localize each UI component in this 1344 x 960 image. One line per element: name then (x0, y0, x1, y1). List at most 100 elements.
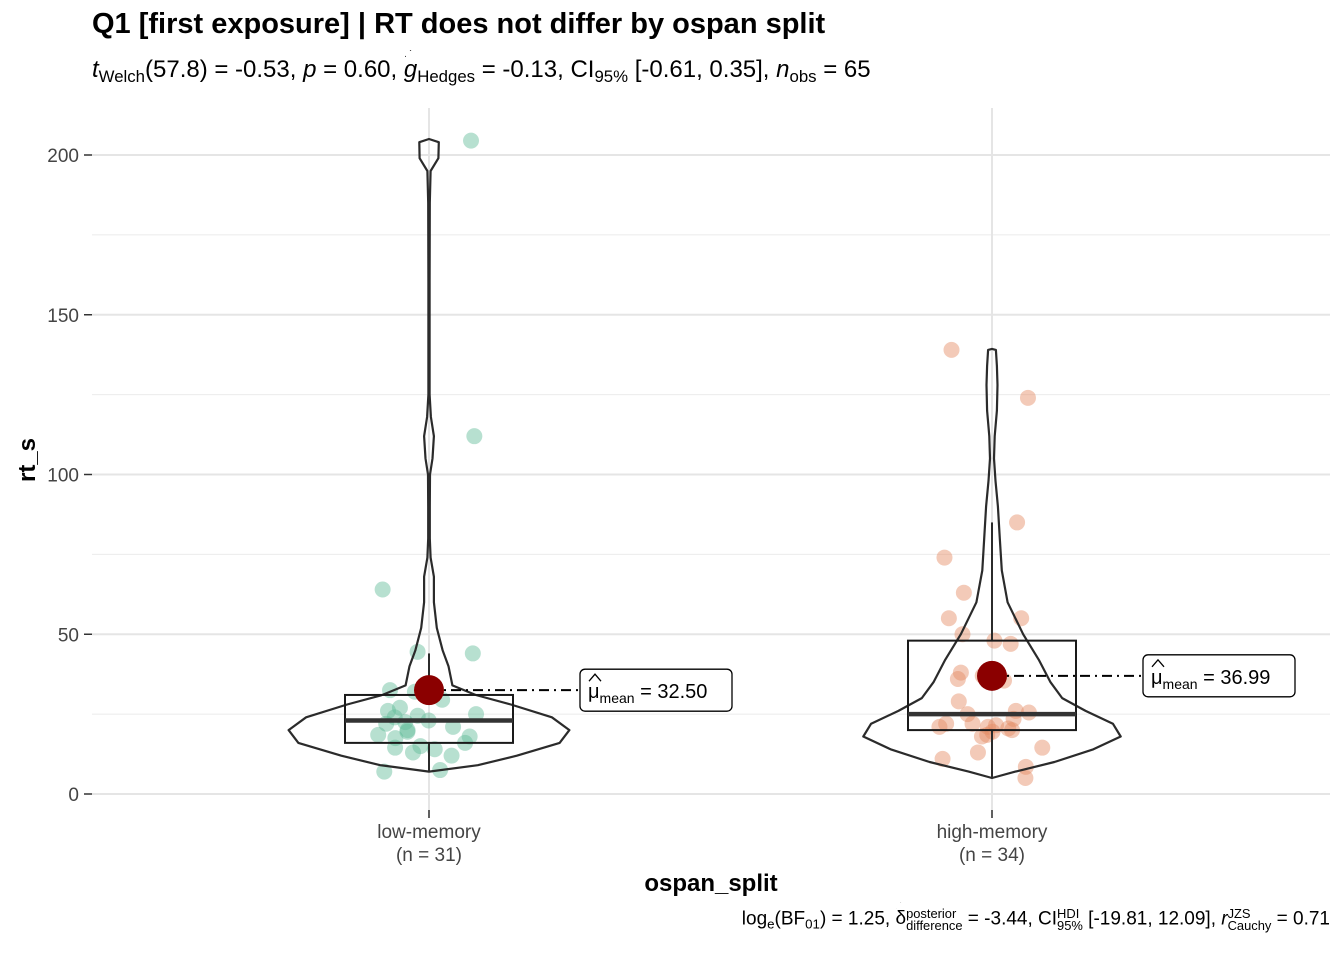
chart-caption: loge(BF01) = 1.25, δ posterior difference … (741, 906, 1330, 934)
chart-title: Q1 [first exposure] | RT does not differ… (92, 8, 826, 40)
data-point (466, 428, 483, 445)
hedges-g-subscript: Hedges (417, 67, 476, 87)
hdi-ci-subscript: 95% (1057, 918, 1083, 934)
data-point (964, 715, 981, 732)
hdi-ci-name: CI (1038, 908, 1058, 930)
data-point (1034, 739, 1051, 756)
violin-outline (287, 137, 571, 773)
x-tick-n-label: (n = 34) (959, 845, 1025, 866)
data-point (940, 610, 957, 627)
y-tick-label: 200 (47, 146, 79, 167)
y-tick-label: 100 (47, 466, 79, 487)
data-point (952, 664, 969, 681)
r-scripts: JZS Cauchy (1227, 906, 1272, 934)
data-point (391, 699, 408, 716)
data-point (969, 744, 986, 761)
data-point (399, 722, 416, 739)
p-value-name: p (303, 56, 317, 83)
ci-subscript: 95% (594, 67, 629, 87)
box (907, 639, 1077, 732)
n-obs-name: n (776, 56, 790, 83)
mean-label-hat (1151, 658, 1165, 668)
data-point (464, 645, 481, 662)
r-subscript: Cauchy (1227, 918, 1272, 934)
data-point (468, 706, 485, 723)
data-point (370, 726, 387, 743)
delta-scripts: posterior difference (906, 906, 963, 934)
y-tick-label: 50 (58, 625, 79, 646)
bf-value: ) = 1.25, (819, 908, 896, 930)
violin-outline (862, 347, 1122, 780)
data-point (374, 581, 391, 598)
x-tick-label: high-memory (937, 822, 1048, 843)
x-tick-label: low-memory (377, 822, 481, 843)
hedges-g-name: g (403, 56, 418, 83)
delta-subscript: difference (906, 918, 963, 934)
mean-point (977, 660, 1007, 691)
data-point (399, 723, 416, 740)
bf-prefix: log (741, 908, 768, 930)
mean-point (414, 675, 444, 706)
data-point (1000, 720, 1017, 737)
data-point (376, 763, 393, 780)
bf-log-base: e (767, 916, 775, 932)
data-point (934, 750, 951, 767)
ci-name: CI (570, 56, 595, 83)
data-point (950, 693, 967, 710)
delta-superscript: posterior (906, 906, 957, 921)
bf-open: (BF (774, 908, 806, 930)
n-obs-subscript: obs (789, 67, 817, 87)
data-point (426, 741, 443, 758)
data-point (461, 728, 478, 745)
data-point (949, 670, 966, 687)
bf-subscript: 01 (805, 916, 820, 932)
r-superscript: JZS (1227, 906, 1251, 921)
t-stat-value: (57.8) = -0.53, (145, 56, 304, 83)
mean-label-mu: μ (588, 681, 600, 703)
data-point (445, 718, 462, 735)
x-axis-title: ospan_split (644, 870, 777, 897)
t-stat-subscript: Welch (98, 67, 145, 87)
mean-label-value: = 32.50 (635, 681, 708, 703)
mean-label-mu: μ (1151, 667, 1163, 689)
hdi-ci-superscript: HDI (1057, 906, 1080, 921)
mean-label-box (1142, 654, 1296, 698)
delta-name: δ (895, 908, 907, 930)
data-point (938, 715, 955, 732)
mean-label: μmean = 36.99 (1151, 667, 1270, 692)
data-point (404, 744, 421, 761)
mean-label-subscript: mean (600, 690, 635, 706)
data-point (1019, 389, 1036, 406)
mean-label: μmean = 32.50 (588, 681, 707, 706)
y-tick-label: 150 (47, 306, 79, 327)
chart-subtitle: tWelch(57.8) = -0.53, p = 0.60, gHedges … (92, 56, 871, 87)
hdi-ci-value: [-19.81, 12.09], (1082, 908, 1222, 930)
data-point (443, 747, 460, 764)
hdi-ci-scripts: HDI 95% (1057, 906, 1083, 934)
ci-value: [-0.61, 0.35], (628, 56, 777, 83)
data-point (931, 718, 948, 735)
group-high-memory: μmean = 36.99 high-memory(n = 34) (862, 341, 1296, 866)
y-tick-label: 0 (68, 785, 79, 806)
delta-value: = -3.44, (962, 908, 1039, 930)
hedges-g-value: = -0.13, (475, 56, 571, 83)
n-obs-value: = 65 (816, 56, 871, 83)
data-point (936, 549, 953, 566)
data-point (1017, 770, 1034, 787)
mean-label-value: = 36.99 (1198, 667, 1271, 689)
data-point (1009, 514, 1026, 531)
mean-label-box (579, 668, 733, 712)
r-name: r (1221, 908, 1228, 930)
r-value: = 0.71 (1271, 908, 1330, 930)
mean-label-hat (588, 673, 602, 682)
data-point (1002, 635, 1019, 652)
y-axis-title: rt_s (14, 438, 41, 482)
x-tick-n-label: (n = 31) (396, 845, 462, 866)
data-point (973, 728, 990, 745)
t-stat-name: t (92, 56, 99, 83)
group-low-memory: μmean = 32.50 low-memory(n = 31) (287, 132, 733, 866)
data-point (380, 702, 397, 719)
mean-label-subscript: mean (1163, 676, 1198, 692)
p-value-value: = 0.60, (316, 56, 404, 83)
